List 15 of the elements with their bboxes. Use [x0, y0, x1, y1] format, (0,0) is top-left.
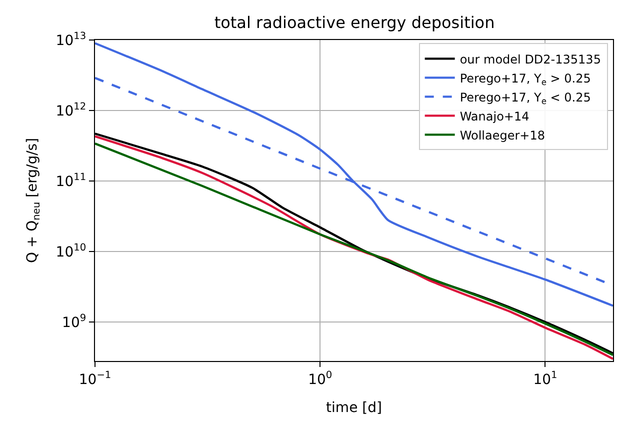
x-tick-label: 10$^{1}$ — [533, 370, 558, 388]
chart-title: total radioactive energy deposition — [214, 13, 495, 32]
y-tick-label: 10$^{10}$ — [56, 242, 86, 260]
y-tick-label: 10$^{9}$ — [62, 313, 86, 331]
legend-label: Perego+17, Y$_{e}$ > 0.25 — [460, 71, 591, 87]
y-tick-label: 10$^{11}$ — [56, 172, 86, 190]
legend-label: Wollaeger+18 — [460, 128, 545, 142]
x-tick-label: 10$^{−1}$ — [78, 370, 112, 388]
x-tick-label: 10$^{0}$ — [308, 370, 332, 388]
legend-label: Wanajo+14 — [460, 109, 530, 124]
x-axis-title: time [d] — [326, 400, 382, 416]
legend-label: our model DD2-135135 — [460, 52, 601, 66]
legend-label: Perego+17, Y$_{e}$ < 0.25 — [460, 90, 591, 106]
y-tick-label: 10$^{12}$ — [56, 102, 86, 120]
y-tick-label: 10$^{13}$ — [56, 31, 86, 49]
